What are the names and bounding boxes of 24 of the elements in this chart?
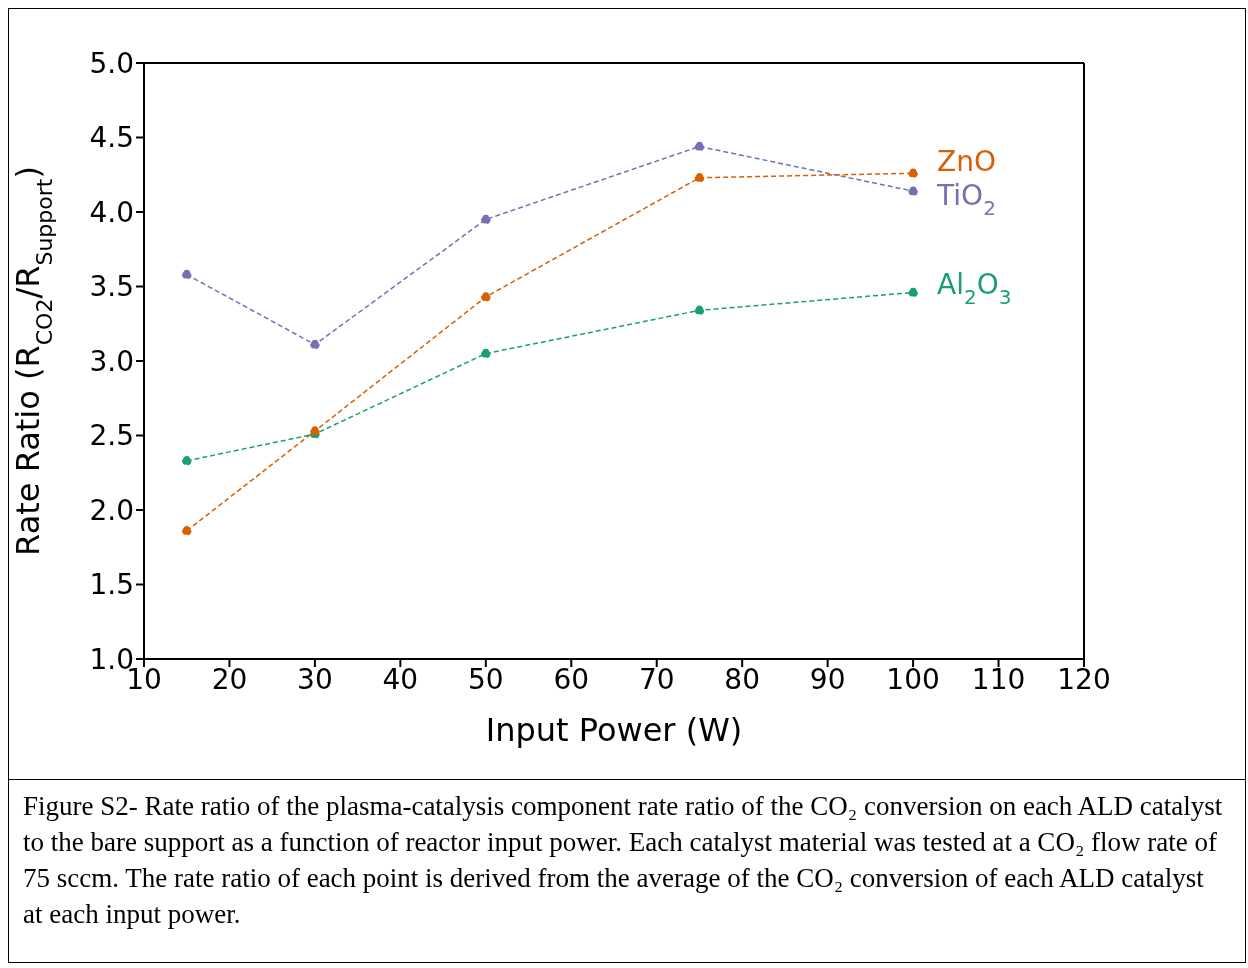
y-tick-label: 1.5 (89, 568, 134, 602)
x-tick-label: 20 (211, 662, 248, 696)
x-axis-title: Input Power (W) (485, 711, 743, 749)
y-tick-label: 5.0 (89, 46, 134, 80)
series-label: TiO$_{2}$ (936, 179, 996, 220)
x-tick-label: 30 (297, 662, 333, 696)
x-tick-label: 100 (886, 662, 940, 696)
caption: Figure S2- Rate ratio of the plasma-catalysis component rate ratio of the CO₂ conversion on each ALD catalyst to the bare support as a function of reactor input power. Each catalyst material was tested at a CO₂ flow rate of 75 sccm. The rate ratio of each point is derived from the average of the CO₂ conversion of each ALD catalyst at each input power. (23, 790, 1224, 931)
y-tick-label: 4.5 (89, 121, 134, 155)
y-tick-label: 4.0 (89, 195, 134, 229)
x-tick-label: 110 (971, 662, 1026, 696)
x-tick-label: 60 (553, 662, 590, 696)
x-tick-label: 50 (468, 662, 504, 696)
series-label: ZnO (937, 145, 997, 179)
x-tick-label: 70 (638, 662, 675, 696)
series-label: Al$_{2}$O$_{3}$ (937, 268, 1012, 309)
y-tick-label: 2.5 (89, 419, 134, 453)
x-tick-label: 120 (1057, 662, 1111, 696)
y-tick-label: 2.0 (89, 493, 134, 527)
y-tick-label: 3.5 (89, 270, 134, 304)
x-tick-label: 80 (724, 662, 760, 696)
x-tick-label: 90 (809, 662, 846, 696)
y-tick-label: 3.0 (89, 344, 134, 378)
x-tick-label: 40 (382, 662, 419, 696)
